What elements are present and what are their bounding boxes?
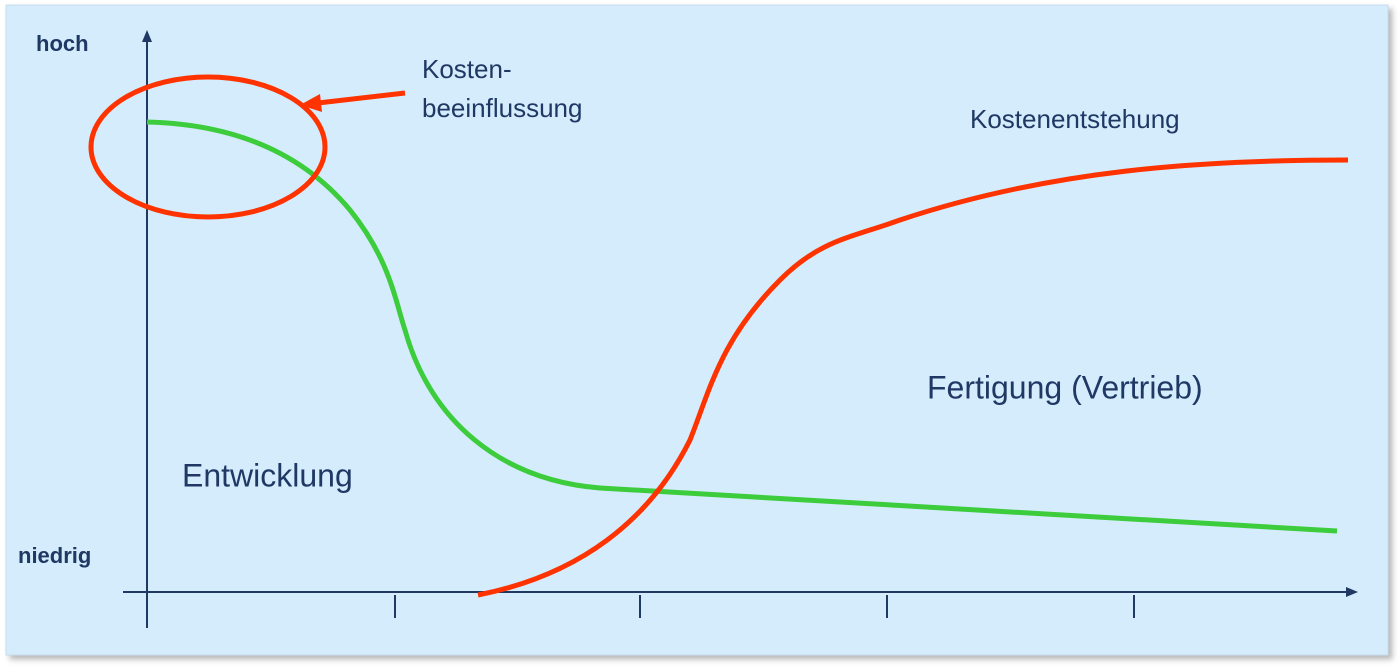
axis-label-bottom: niedrig (18, 543, 91, 568)
panel (5, 4, 1389, 656)
callout-text: beeinflussung (422, 93, 582, 123)
callout-arrow (317, 90, 406, 106)
callout-arrowhead (300, 94, 322, 112)
curve-label: Kostenentstehung (970, 104, 1180, 134)
influence-curve (146, 119, 1338, 534)
cost-curve (477, 157, 1349, 598)
axis-label-top: hoch (36, 31, 89, 56)
highlight-ellipse (88, 74, 328, 220)
phase-label: Fertigung (Vertrieb) (927, 369, 1203, 405)
x-arrow (1346, 587, 1358, 597)
axes (123, 40, 1348, 628)
callout-text: Kosten- (422, 54, 512, 84)
phase-label: Entwicklung (182, 457, 353, 493)
y-arrow (142, 30, 152, 42)
